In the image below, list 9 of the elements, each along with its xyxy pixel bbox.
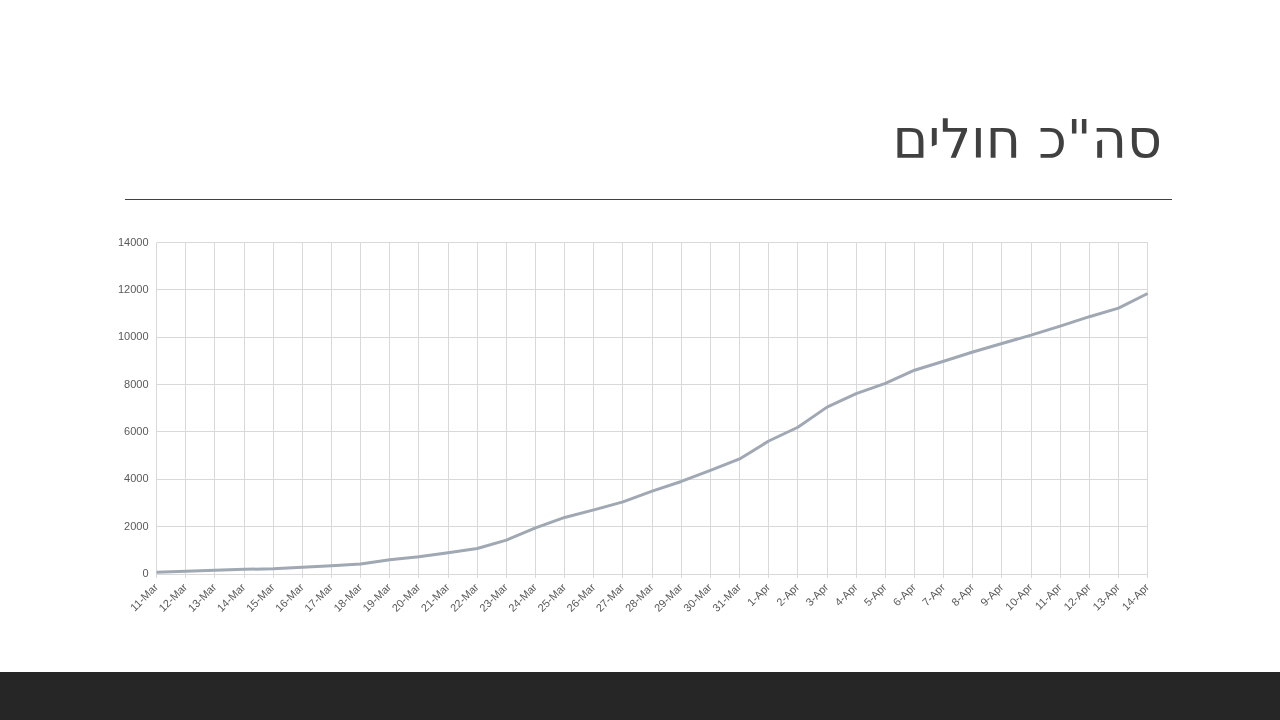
y-tick-label: 12000 [117, 282, 149, 295]
y-tick-label: 14000 [117, 235, 149, 248]
y-tick-label: 8000 [124, 377, 149, 390]
chart-title: סה"כ חולים [892, 108, 1162, 171]
y-tick-label: 2000 [124, 519, 149, 532]
y-tick-label: 10000 [117, 330, 149, 343]
y-tick-label: 6000 [124, 425, 149, 438]
y-tick-label: 4000 [124, 472, 149, 485]
y-tick-label: 0 [142, 567, 149, 580]
